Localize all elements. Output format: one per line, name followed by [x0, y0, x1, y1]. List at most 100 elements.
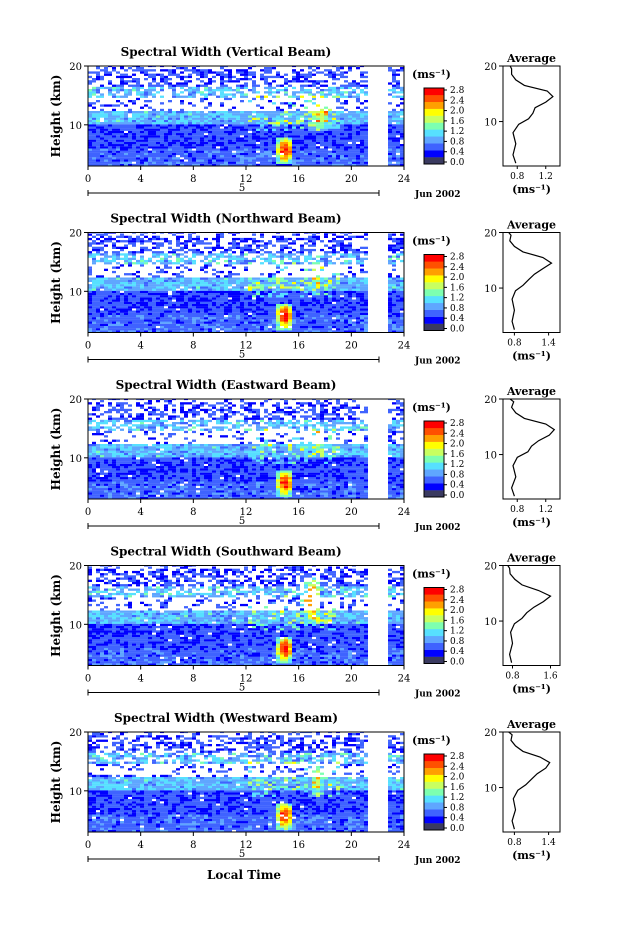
- heat-cell: [224, 117, 228, 120]
- heat-cell: [388, 119, 392, 123]
- heat-cell: [284, 299, 288, 302]
- heat-cell: [228, 75, 232, 79]
- heat-cell: [332, 273, 336, 276]
- heat-cell: [120, 295, 124, 298]
- heat-cell: [256, 144, 260, 147]
- heat-cell: [280, 255, 284, 258]
- heat-cell: [180, 328, 184, 331]
- heat-cell: [328, 330, 332, 333]
- heat-cell: [304, 161, 308, 164]
- heat-cell: [228, 328, 232, 331]
- heat-cell: [316, 281, 320, 285]
- heat-cell: [224, 161, 228, 164]
- heat-cell: [332, 133, 336, 136]
- heat-cell: [260, 281, 264, 285]
- heat-cell: [148, 133, 152, 136]
- heat-cell: [136, 297, 140, 300]
- heat-cell: [96, 251, 100, 254]
- heat-cell: [320, 84, 324, 87]
- heat-cell: [400, 240, 404, 243]
- heat-cell: [244, 111, 248, 114]
- heat-cell: [228, 78, 232, 81]
- heat-cell: [192, 319, 196, 322]
- heat-cell: [172, 139, 176, 142]
- heat-cell: [220, 319, 224, 322]
- heat-cell: [344, 306, 348, 309]
- heat-cell: [180, 284, 184, 287]
- heat-cell: [360, 284, 364, 287]
- heat-cell: [336, 251, 340, 254]
- heat-cell: [196, 321, 200, 324]
- heat-cell: [128, 137, 132, 140]
- heat-cell: [128, 297, 132, 300]
- heat-cell: [340, 297, 344, 300]
- heat-cell: [292, 126, 296, 129]
- heat-cell: [240, 157, 244, 160]
- heat-cell: [152, 113, 156, 116]
- heat-cell: [396, 310, 400, 313]
- heat-cell: [140, 159, 144, 162]
- heat-cell: [296, 303, 300, 307]
- heat-cell: [144, 126, 148, 129]
- heat-cell: [140, 288, 144, 291]
- heat-cell: [160, 117, 164, 120]
- heat-cell: [184, 308, 188, 311]
- heat-cell: [296, 323, 300, 326]
- heat-cell: [364, 115, 368, 118]
- heat-cell: [188, 157, 192, 160]
- heat-cell: [100, 161, 104, 164]
- heat-cell: [156, 237, 160, 241]
- heat-cell: [140, 286, 144, 289]
- heat-cell: [348, 86, 352, 90]
- heat-cell: [136, 139, 140, 142]
- heat-cell: [172, 150, 176, 153]
- heat-cell: [136, 91, 140, 94]
- heat-cell: [344, 248, 348, 252]
- heat-cell: [212, 141, 216, 145]
- heat-cell: [228, 301, 232, 304]
- heat-cell: [308, 237, 312, 241]
- heat-cell: [140, 306, 144, 309]
- heat-cell: [108, 255, 112, 258]
- heat-cell: [160, 95, 164, 98]
- heat-cell: [352, 95, 356, 98]
- heat-cell: [284, 157, 288, 160]
- heat-cell: [344, 71, 348, 74]
- heat-cell: [132, 292, 136, 296]
- heat-cell: [104, 244, 108, 247]
- heat-cell: [344, 113, 348, 116]
- heat-cell: [200, 113, 204, 116]
- heat-cell: [240, 100, 244, 103]
- heat-cell: [200, 330, 204, 333]
- heat-cell: [104, 152, 108, 156]
- heat-cell: [120, 66, 124, 68]
- heat-cell: [284, 80, 288, 83]
- heat-cell: [228, 330, 232, 333]
- heat-cell: [176, 319, 180, 322]
- heat-cell: [100, 139, 104, 142]
- heat-cell: [188, 135, 192, 138]
- heat-cell: [364, 144, 368, 147]
- heat-cell: [212, 284, 216, 287]
- heat-cell: [200, 323, 204, 326]
- heat-cell: [324, 122, 328, 125]
- heat-cell: [312, 306, 316, 309]
- heat-cell: [396, 86, 400, 90]
- heat-cell: [348, 292, 352, 296]
- heat-cell: [276, 321, 280, 324]
- heat-cell: [208, 124, 212, 127]
- heat-cell: [228, 277, 232, 280]
- heat-cell: [256, 290, 260, 293]
- heat-cell: [176, 141, 180, 145]
- heat-cell: [100, 137, 104, 140]
- heat-cell: [108, 111, 112, 114]
- heat-cell: [312, 317, 316, 320]
- heat-cell: [148, 330, 152, 333]
- heat-cell: [228, 255, 232, 258]
- heat-cell: [164, 240, 168, 243]
- heat-cell: [280, 301, 284, 304]
- heat-cell: [360, 292, 364, 296]
- heat-cell: [336, 122, 340, 125]
- heat-cell: [332, 240, 336, 243]
- heat-cell: [176, 328, 180, 331]
